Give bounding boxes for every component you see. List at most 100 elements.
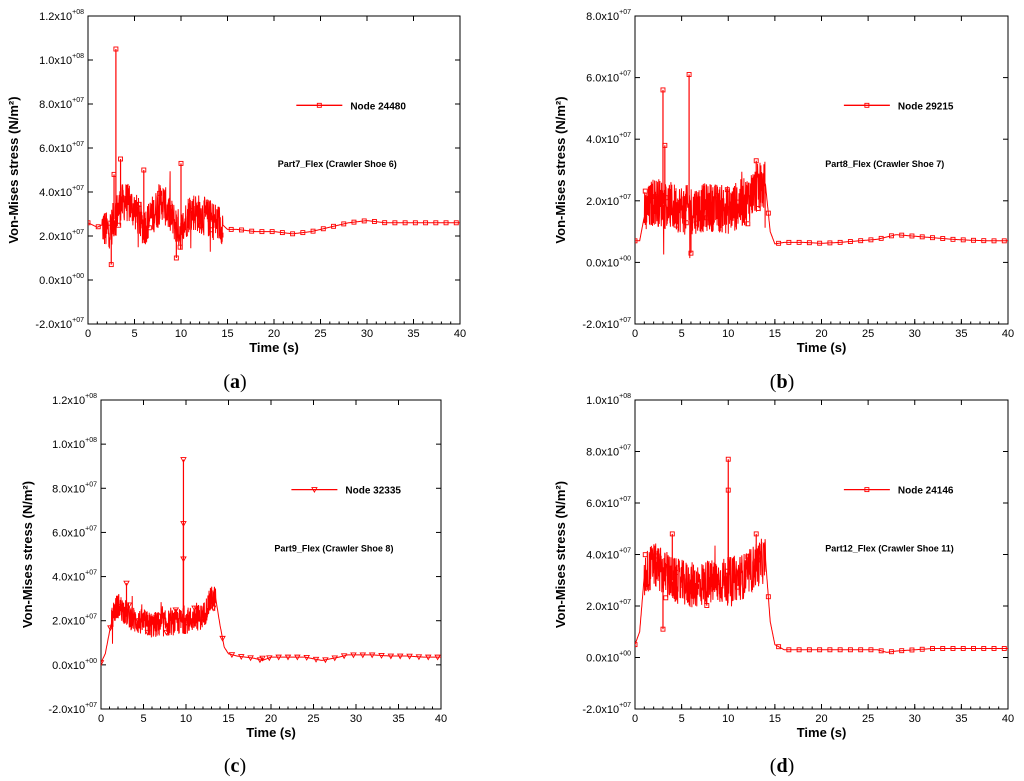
data-marker	[144, 629, 152, 636]
x-tick-label: 10	[180, 713, 192, 725]
data-marker	[116, 604, 123, 611]
data-marker	[660, 87, 666, 93]
data-marker	[361, 218, 367, 224]
data-marker	[331, 655, 339, 662]
data-marker	[960, 646, 966, 651]
data-marker	[796, 647, 802, 653]
y-tick-exponent: +08	[619, 393, 631, 400]
data-marker	[878, 235, 884, 241]
data-marker	[1001, 646, 1007, 651]
data-marker	[312, 656, 320, 663]
data-marker	[351, 219, 357, 225]
y-axis-label: Von-Mises stress (N/m²)	[553, 481, 568, 628]
y-tick-label: 2.0x10+07	[586, 194, 631, 208]
x-tick-label: 10	[175, 328, 187, 340]
x-tick-label: 0	[632, 713, 638, 725]
y-tick-exponent: +00	[85, 658, 97, 665]
series-line	[635, 538, 1008, 653]
data-marker	[642, 188, 648, 194]
data-marker	[423, 220, 429, 226]
y-tick-mantissa: 4.0x10	[39, 187, 72, 199]
x-axis-label: Time (s)	[797, 725, 847, 740]
y-tick-label: -2.0x10+07	[48, 702, 97, 716]
data-marker	[745, 221, 751, 227]
data-marker	[392, 220, 398, 226]
data-marker	[259, 655, 266, 662]
data-marker	[806, 240, 812, 246]
y-tick-exponent: +07	[85, 614, 97, 621]
y-tick-mantissa: 8.0x10	[52, 483, 85, 495]
y-tick-label: 6.0x10+07	[39, 141, 84, 155]
data-marker	[971, 237, 976, 243]
y-tick-mantissa: 1.0x10	[39, 55, 72, 67]
y-tick-mantissa: 2.0x10	[586, 196, 619, 208]
y-tick-mantissa: 2.0x10	[39, 231, 72, 243]
plot-frame	[634, 15, 1009, 325]
y-tick-exponent: +07	[619, 194, 631, 201]
data-marker	[237, 654, 245, 661]
y-tick-exponent: +07	[619, 702, 631, 709]
data-marker	[181, 621, 189, 628]
y-tick-label: 8.0x10+07	[52, 481, 97, 495]
data-marker	[725, 487, 731, 493]
chart-panel-d: 0 5 10 15 20 25 30 35 40-2.0x10+070.0x10+002.0x1…	[553, 393, 1014, 777]
data-marker	[930, 646, 935, 652]
data-marker	[635, 642, 638, 648]
data-marker	[209, 605, 217, 612]
data-marker	[191, 605, 198, 612]
x-tick-label: 25	[862, 328, 874, 340]
data-marker	[919, 646, 925, 652]
data-marker	[776, 240, 782, 246]
x-tick-label: 10	[722, 328, 734, 340]
data-marker	[704, 603, 710, 608]
series-group	[88, 46, 460, 268]
data-marker	[899, 232, 905, 238]
data-marker	[180, 521, 187, 528]
data-marker	[753, 531, 759, 537]
data-marker	[443, 220, 449, 226]
data-marker	[971, 646, 976, 651]
x-tick-label: 30	[361, 328, 373, 340]
data-marker	[118, 156, 124, 162]
data-marker	[249, 228, 255, 234]
data-marker	[686, 72, 692, 77]
y-tick-exponent: +08	[85, 393, 97, 400]
data-marker	[95, 224, 101, 230]
series-group	[635, 456, 1008, 655]
data-marker	[694, 220, 699, 226]
y-tick-label: 6.0x10+07	[52, 525, 97, 539]
data-marker	[864, 487, 870, 493]
x-tick-label: 15	[222, 713, 234, 725]
y-tick-exponent: +00	[72, 273, 84, 280]
data-marker	[228, 226, 234, 232]
x-tick-label: 30	[350, 713, 362, 725]
data-marker	[303, 655, 310, 661]
x-tick-label: 25	[862, 713, 874, 725]
y-tick-exponent: +08	[72, 53, 84, 60]
data-marker	[359, 652, 367, 659]
data-marker	[178, 160, 184, 166]
data-marker	[101, 660, 105, 667]
x-tick-label: 40	[454, 328, 466, 340]
x-tick-label: 20	[265, 713, 277, 725]
data-marker	[663, 195, 669, 201]
data-marker	[228, 652, 236, 659]
data-marker	[1001, 238, 1007, 244]
y-tick-mantissa: 1.0x10	[52, 439, 85, 451]
x-tick-label: 20	[815, 328, 827, 340]
data-marker	[776, 644, 782, 650]
data-marker	[991, 238, 997, 244]
x-tick-label: 30	[909, 713, 921, 725]
y-tick-mantissa: 8.0x10	[586, 11, 619, 23]
x-tick-label: 40	[435, 713, 447, 725]
panel-label: (c)	[224, 755, 246, 777]
data-marker	[673, 569, 679, 575]
legend-label: Node 32335	[345, 486, 401, 497]
plot-frame	[634, 399, 1009, 710]
y-tick-label: 4.0x10+07	[39, 185, 84, 199]
x-tick-label: 10	[722, 713, 734, 725]
data-marker	[735, 584, 741, 590]
y-tick-exponent: +07	[85, 525, 97, 532]
y-tick-exponent: +07	[85, 570, 97, 577]
data-marker	[415, 654, 423, 661]
